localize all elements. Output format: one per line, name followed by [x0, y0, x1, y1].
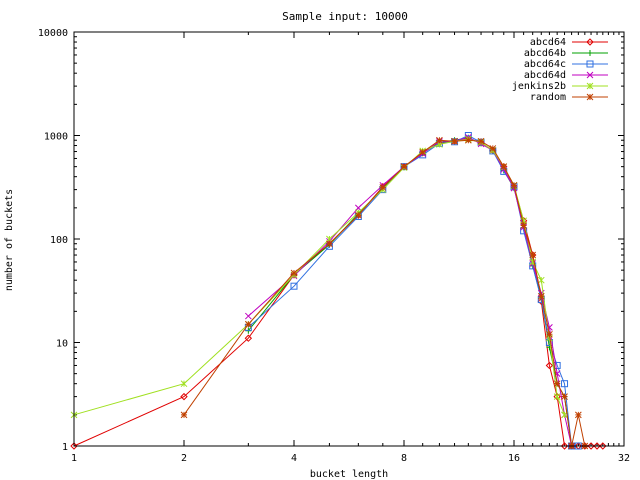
data-point: [537, 292, 545, 300]
data-point: [180, 411, 188, 419]
data-point: [400, 163, 408, 171]
legend-label: random: [530, 92, 566, 103]
x-tick-label: 2: [181, 453, 187, 464]
legend: abcd64abcd64babcd64cabcd64djenkins2brand…: [512, 37, 608, 103]
data-point: [326, 240, 333, 248]
data-point: [586, 71, 594, 79]
data-point: [510, 181, 518, 189]
legend-label: abcd64b: [524, 48, 566, 59]
data-point: [290, 282, 298, 290]
data-point: [180, 392, 188, 401]
data-point: [436, 136, 443, 144]
data-point: [477, 137, 485, 145]
data-point: [70, 442, 78, 450]
data-point: [561, 393, 568, 400]
data-point: [244, 320, 252, 328]
data-point: [244, 312, 252, 320]
data-point: [553, 392, 561, 401]
data-point: [500, 163, 508, 171]
x-tick-label: 16: [508, 453, 520, 464]
x-tick-label: 32: [618, 453, 630, 464]
data-point: [464, 136, 472, 144]
y-tick-label: 1: [62, 442, 68, 453]
data-point: [587, 50, 593, 56]
data-point: [587, 442, 595, 450]
data-point: [586, 38, 594, 46]
y-tick-label: 10: [56, 339, 68, 350]
plot-frame: [73, 31, 625, 447]
data-point: [180, 380, 188, 388]
x-tick-label: 4: [291, 453, 297, 464]
data-point: [545, 361, 554, 370]
x-tick-label: 8: [401, 453, 407, 464]
data-point: [586, 93, 594, 101]
data-point: [586, 60, 594, 68]
data-point: [379, 184, 387, 191]
data-point: [244, 334, 253, 342]
data-point: [560, 442, 569, 450]
data-point: [574, 411, 582, 419]
data-point: [586, 82, 594, 90]
data-point: [354, 211, 362, 219]
data-point: [561, 380, 569, 388]
data-point: [553, 380, 561, 388]
y-tick-label: 10000: [38, 28, 68, 39]
legend-label: jenkins2b: [512, 81, 566, 92]
data-point: [546, 330, 553, 338]
data-point: [529, 251, 537, 259]
plot-series: [70, 132, 607, 450]
y-tick-label: 100: [50, 235, 68, 246]
x-tick-label: 1: [71, 453, 77, 464]
series-line: [183, 139, 586, 447]
data-point: [553, 393, 561, 400]
x-axis-label: bucket length: [310, 469, 388, 480]
data-point: [290, 269, 298, 277]
legend-label: abcd64d: [524, 70, 566, 81]
data-point: [451, 137, 458, 145]
data-point: [520, 222, 527, 229]
data-point: [599, 442, 607, 450]
data-point: [489, 145, 497, 152]
legend-label: abcd64: [530, 37, 566, 48]
data-point: [593, 442, 601, 450]
chart-title: Sample input: 10000: [282, 10, 408, 23]
data-point: [419, 148, 427, 156]
legend-label: abcd64c: [524, 59, 566, 70]
data-point: [354, 204, 362, 212]
data-point: [537, 276, 545, 284]
y-axis-label: number of buckets: [4, 189, 15, 291]
y-tick-label: 1000: [44, 132, 68, 143]
